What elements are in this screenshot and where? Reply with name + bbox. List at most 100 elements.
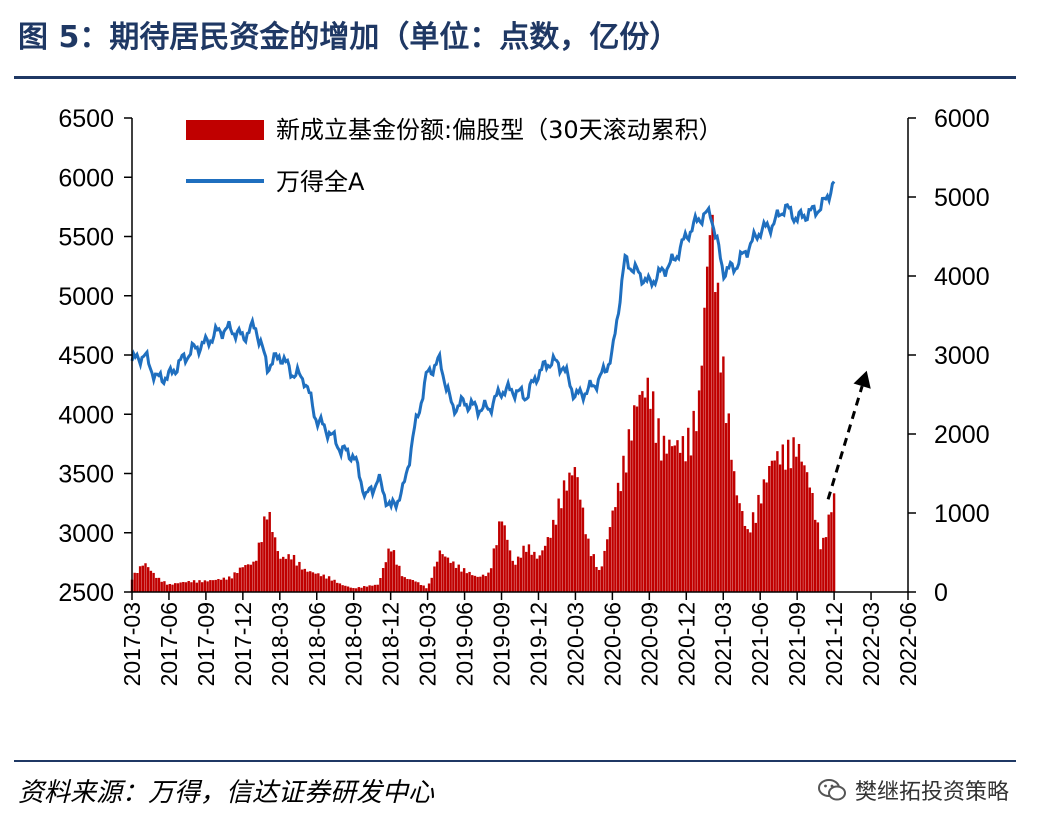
bar: [236, 573, 239, 592]
bar: [600, 566, 604, 592]
bar: [149, 570, 153, 592]
bar: [179, 582, 182, 592]
bar: [176, 583, 180, 592]
bar: [616, 482, 620, 592]
bar: [417, 582, 420, 592]
bar: [627, 429, 631, 592]
bar: [228, 576, 231, 592]
bar: [319, 576, 323, 592]
bar: [660, 460, 663, 592]
bar: [411, 580, 415, 592]
bar: [562, 480, 566, 592]
bar: [622, 455, 625, 592]
bar: [354, 588, 358, 592]
left-tick-label: 4000: [58, 401, 114, 429]
bar: [530, 554, 533, 592]
bar: [765, 482, 768, 592]
bar: [460, 571, 463, 592]
bar: [641, 391, 644, 592]
bar: [776, 451, 779, 592]
bar: [390, 551, 393, 592]
bar: [190, 582, 193, 592]
bar: [754, 522, 757, 592]
bar: [722, 356, 725, 592]
x-tick-label: 2020-12: [673, 602, 699, 686]
bar: [800, 461, 803, 592]
source-rule: [14, 760, 1016, 762]
left-tick-label: 5500: [58, 224, 114, 252]
bar: [427, 583, 431, 592]
bar: [749, 532, 752, 592]
bar: [554, 524, 558, 592]
bar: [738, 503, 741, 592]
bar: [643, 397, 647, 592]
bar: [479, 576, 482, 592]
bar: [768, 465, 771, 592]
bar: [784, 469, 787, 592]
series-line: [130, 180, 836, 513]
bar: [792, 437, 795, 592]
bar: [608, 527, 612, 592]
bar: [225, 579, 228, 592]
bar: [724, 423, 728, 592]
bar: [271, 532, 274, 592]
bar: [268, 511, 271, 592]
right-tick-label: 2000: [934, 421, 990, 449]
bar: [746, 529, 749, 592]
x-tick-label: 2020-09: [636, 602, 662, 686]
bar: [684, 461, 687, 592]
bar: [560, 508, 563, 592]
left-tick-label: 4500: [58, 342, 114, 370]
bar: [519, 557, 523, 592]
bar: [430, 577, 433, 592]
bar: [471, 575, 474, 592]
bar: [703, 307, 706, 592]
chart: 2500 3000 3500 4000 4500 5000 5500 6000 6500 0 100…: [58, 105, 990, 686]
bar: [498, 521, 501, 592]
bar: [603, 550, 606, 592]
bar: [476, 576, 479, 592]
bar: [198, 580, 201, 592]
bar: [300, 569, 304, 592]
bar: [284, 558, 288, 592]
left-tick-label: 3000: [58, 520, 114, 548]
bar: [487, 572, 490, 592]
bar: [592, 554, 595, 592]
x-tick-label: 2020-03: [562, 602, 588, 686]
bar: [298, 561, 301, 592]
bar: [322, 574, 325, 592]
bar: [306, 571, 309, 592]
bar: [141, 565, 145, 592]
bar: [687, 427, 690, 592]
bar: [630, 440, 633, 592]
bar: [543, 545, 547, 592]
bar: [700, 365, 703, 592]
bar: [606, 539, 609, 592]
bar: [295, 565, 298, 592]
bar: [651, 391, 655, 592]
title-rule: [14, 76, 1016, 79]
bar: [144, 563, 147, 592]
bar: [398, 565, 401, 592]
bar: [832, 493, 836, 592]
bar: [373, 584, 377, 592]
bar: [676, 440, 679, 592]
bar: [165, 584, 169, 592]
x-tick-label: 2020-06: [599, 602, 625, 686]
bar: [435, 561, 439, 592]
bar: [662, 435, 666, 592]
bar: [171, 584, 174, 592]
bar: [317, 573, 320, 592]
bar: [584, 534, 587, 592]
bar: [155, 577, 158, 592]
bar: [222, 577, 226, 592]
bar: [365, 586, 369, 592]
bar: [614, 507, 617, 592]
bar: [203, 580, 207, 592]
left-tick-label: 5000: [58, 283, 114, 311]
bar: [830, 512, 833, 592]
figure-title: 图 5：期待居民资金的增加（单位：点数，亿份）: [18, 20, 680, 55]
bar: [368, 585, 371, 592]
left-tick-label: 2500: [58, 579, 114, 607]
bar: [273, 537, 277, 592]
